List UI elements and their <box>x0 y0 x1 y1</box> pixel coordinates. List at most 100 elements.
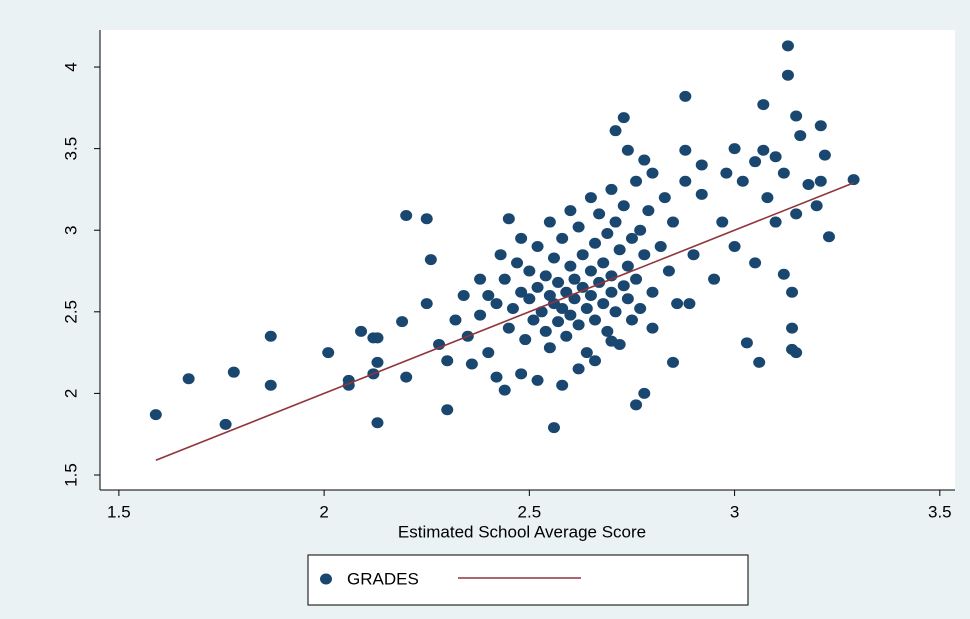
scatter-point <box>264 379 277 391</box>
scatter-point <box>720 167 733 179</box>
x-tick-label: 2 <box>319 502 328 521</box>
scatter-point <box>564 205 577 217</box>
scatter-point <box>576 249 589 261</box>
scatter-point <box>818 149 831 161</box>
scatter-point <box>728 241 741 253</box>
scatter-point <box>515 368 528 380</box>
scatter-point <box>621 293 634 305</box>
scatter-point <box>531 281 544 293</box>
scatter-point <box>371 356 384 368</box>
scatter-point <box>511 257 524 269</box>
y-tick-label: 4 <box>61 62 80 71</box>
scatter-point <box>736 175 749 187</box>
scatter-point <box>757 144 770 156</box>
scatter-point <box>621 260 634 272</box>
scatter-point <box>420 213 433 225</box>
scatter-point <box>589 355 602 367</box>
scatter-point <box>630 175 643 187</box>
scatter-point <box>654 241 667 253</box>
scatter-point <box>572 363 585 375</box>
scatter-point <box>149 409 162 421</box>
scatter-point <box>589 314 602 326</box>
scatter-point <box>638 249 651 261</box>
scatter-point <box>547 422 560 434</box>
scatter-point <box>182 373 195 385</box>
scatter-point <box>560 286 573 298</box>
scatter-point <box>822 231 835 243</box>
scatter-point <box>547 252 560 264</box>
scatter-point <box>777 167 790 179</box>
scatter-point <box>539 325 552 337</box>
scatter-point <box>227 366 240 378</box>
scatter-point <box>728 143 741 155</box>
scatter-point <box>498 273 511 285</box>
scatter-point <box>605 183 618 195</box>
scatter-point <box>515 286 528 298</box>
scatter-point <box>449 314 462 326</box>
plot-area <box>100 30 955 490</box>
scatter-point <box>420 298 433 310</box>
scatter-point <box>502 213 515 225</box>
scatter-point <box>580 303 593 315</box>
scatter-point <box>601 325 614 337</box>
scatter-point <box>634 303 647 315</box>
scatter-point <box>630 399 643 411</box>
scatter-point <box>630 273 643 285</box>
x-tick-label: 1.5 <box>107 502 131 521</box>
scatter-point <box>519 334 532 346</box>
scatter-point <box>396 316 409 328</box>
scatter-point <box>687 249 700 261</box>
scatter-point <box>523 265 536 277</box>
scatter-point <box>662 265 675 277</box>
scatter-point <box>667 356 680 368</box>
scatter-point <box>490 298 503 310</box>
y-tick-label: 3 <box>61 225 80 234</box>
scatter-point <box>609 125 622 137</box>
scatter-point <box>490 371 503 383</box>
scatter-point <box>494 249 507 261</box>
scatter-point <box>584 289 597 301</box>
scatter-point <box>219 418 232 430</box>
scatter-point <box>802 179 815 191</box>
scatter-point <box>769 151 782 163</box>
scatter-point <box>810 200 823 212</box>
scatter-point <box>605 286 618 298</box>
scatter-point <box>556 232 569 244</box>
scatter-point <box>847 174 860 186</box>
x-axis-label: Estimated School Average Score <box>398 522 646 541</box>
scatter-point <box>506 303 519 315</box>
scatter-point <box>761 192 774 204</box>
scatter-point <box>543 289 556 301</box>
scatter-point <box>625 232 638 244</box>
scatter-point <box>609 306 622 318</box>
scatter-point <box>264 330 277 342</box>
x-tick-label: 3.5 <box>928 502 952 521</box>
scatter-point <box>560 330 573 342</box>
scatter-point <box>646 167 659 179</box>
scatter-point <box>515 232 528 244</box>
scatter-point <box>695 159 708 171</box>
scatter-point <box>535 306 548 318</box>
scatter-point <box>638 387 651 399</box>
scatter-point <box>543 342 556 354</box>
scatter-point <box>322 347 335 359</box>
scatter-point <box>482 289 495 301</box>
legend-label: GRADES <box>347 569 419 588</box>
scatter-point <box>424 254 437 266</box>
scatter-point <box>658 192 671 204</box>
scatter-point <box>498 384 511 396</box>
scatter-point <box>814 120 827 132</box>
scatter-point <box>790 110 803 122</box>
scatter-point <box>679 90 692 102</box>
scatter-point <box>539 270 552 282</box>
scatter-point <box>786 322 799 334</box>
scatter-point <box>621 144 634 156</box>
scatter-point <box>781 69 794 81</box>
y-tick-label: 1.5 <box>61 463 80 487</box>
scatter-point <box>552 316 565 328</box>
scatter-point <box>564 260 577 272</box>
scatter-point <box>679 144 692 156</box>
scatter-point <box>474 273 487 285</box>
scatter-point <box>593 208 606 220</box>
